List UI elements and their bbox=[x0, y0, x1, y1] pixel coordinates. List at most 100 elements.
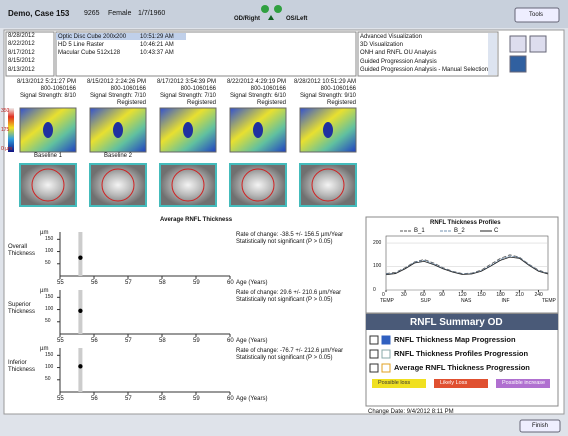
save-icon[interactable] bbox=[509, 55, 527, 73]
x-tick-label: 56 bbox=[91, 338, 98, 344]
exam-id: 800-1060166 bbox=[320, 86, 356, 92]
scan-name: Macular Cube 512x128 bbox=[58, 50, 121, 56]
checkbox[interactable] bbox=[369, 363, 379, 373]
scan-circle bbox=[311, 168, 345, 202]
exam-id: 800-1060166 bbox=[40, 86, 76, 92]
fundus-frame bbox=[19, 163, 77, 207]
exam-date: 8/22/2012 bbox=[8, 41, 35, 48]
baseline-label: Baseline 1 bbox=[34, 153, 63, 159]
item-icon bbox=[381, 335, 391, 345]
y-unit: µm bbox=[40, 288, 49, 294]
color-scale bbox=[8, 108, 14, 152]
legend-label: B_1 bbox=[414, 228, 425, 234]
summary-item: Average RNFL Thickness Progression bbox=[394, 363, 530, 372]
x-tick-label: 240 bbox=[534, 292, 543, 298]
y-tick-label: 0 bbox=[373, 286, 376, 293]
y-tick-label: 50 bbox=[45, 376, 51, 383]
y-unit: µm bbox=[40, 346, 49, 352]
y-tick-label: 100 bbox=[45, 306, 54, 313]
exam-datetime: 8/22/2012 4:29:19 PM bbox=[226, 79, 286, 85]
checkbox[interactable] bbox=[369, 335, 379, 345]
profile-box bbox=[365, 216, 559, 314]
legend-label: C bbox=[494, 228, 499, 234]
analysis-item: 3D Visualization bbox=[360, 42, 403, 49]
x-tick-label: 30 bbox=[401, 292, 407, 298]
y-tick-label: 100 bbox=[373, 263, 382, 270]
x-tick-label: 58 bbox=[159, 338, 166, 344]
exam-date: 8/28/2012 bbox=[8, 33, 35, 39]
os-indicator[interactable] bbox=[274, 5, 282, 13]
exam-id: 800-1060166 bbox=[110, 86, 146, 92]
finish-label[interactable]: Finish bbox=[532, 423, 549, 429]
analysis-list[interactable] bbox=[357, 31, 499, 77]
region-label: SUP bbox=[420, 298, 431, 304]
scan-circle bbox=[171, 168, 205, 202]
rate-of-change: Rate of change: -38.5 +/- 156.5 µm/Year bbox=[236, 232, 344, 238]
exam-datetime: 8/13/2012 5:21:27 PM bbox=[16, 79, 76, 85]
x-tick-label: 60 bbox=[227, 280, 234, 286]
analysis-item: Guided Progression Analysis - Manual Sel… bbox=[360, 66, 489, 73]
exam-id: 800-1060166 bbox=[180, 86, 216, 92]
scrollbar[interactable] bbox=[488, 33, 497, 75]
legend-label: Possible loss bbox=[378, 380, 411, 386]
finish-button[interactable] bbox=[519, 419, 561, 433]
scale-label: 0 µm bbox=[1, 146, 13, 152]
y-tick-label: 150 bbox=[45, 293, 54, 300]
exam-band bbox=[78, 232, 83, 276]
od-label[interactable]: OD/Right bbox=[234, 16, 260, 22]
optic-disc bbox=[253, 122, 263, 138]
legend-label: Likely Loss bbox=[440, 380, 468, 386]
exam-status: Registered bbox=[326, 100, 356, 106]
checkbox[interactable] bbox=[369, 349, 379, 359]
item-icon bbox=[381, 349, 391, 359]
x-tick-label: 59 bbox=[193, 396, 200, 402]
scale-label: 175 bbox=[1, 127, 10, 133]
region-label: INF bbox=[501, 298, 510, 304]
tools-label[interactable]: Tools bbox=[529, 12, 544, 18]
y-tick-label: 100 bbox=[45, 364, 54, 371]
y-tick-label: 150 bbox=[45, 351, 54, 358]
x-tick-label: 58 bbox=[159, 396, 166, 402]
baseline-label: Baseline 2 bbox=[104, 153, 133, 159]
item-icon bbox=[381, 363, 391, 373]
x-tick-label: 58 bbox=[159, 280, 166, 286]
summary-item: RNFL Thickness Map Progression bbox=[394, 335, 516, 344]
os-label[interactable]: OS/Left bbox=[286, 16, 308, 22]
od-indicator[interactable] bbox=[261, 5, 269, 13]
exam-id: 800-1060166 bbox=[250, 86, 286, 92]
x-tick-label: 57 bbox=[125, 396, 132, 402]
eye-arrow bbox=[268, 15, 274, 20]
scan-name: HD 5 Line Raster bbox=[58, 42, 105, 48]
scan-time: 10:43:37 AM bbox=[140, 50, 174, 56]
significance: Statistically not significant (P > 0.05) bbox=[236, 239, 333, 245]
print-icon[interactable] bbox=[509, 35, 527, 53]
profile-line bbox=[385, 256, 549, 276]
scan-circle bbox=[241, 168, 275, 202]
legend-label: Possible increase bbox=[502, 380, 546, 386]
x-tick-label: 57 bbox=[125, 338, 132, 344]
significance: Statistically not significant (P > 0.05) bbox=[236, 355, 333, 361]
settings-icon[interactable] bbox=[529, 35, 547, 53]
exam-status: Registered bbox=[116, 100, 146, 106]
fundus-frame bbox=[229, 163, 287, 207]
y-tick-label: 200 bbox=[373, 239, 382, 246]
change-date: Change Date: 9/4/2012 8:11 PM bbox=[368, 409, 454, 415]
y-tick-label: 50 bbox=[45, 260, 51, 267]
x-label: Age (Years) bbox=[236, 396, 268, 402]
x-tick-label: 120 bbox=[458, 292, 467, 298]
scan-circle bbox=[31, 168, 65, 202]
exam-band bbox=[78, 348, 83, 392]
exam-datetime: 8/15/2012 2:24:26 PM bbox=[86, 79, 146, 85]
exam-status: Registered bbox=[186, 100, 216, 106]
exam-signal: Signal Strength: 8/10 bbox=[19, 93, 76, 99]
fundus-frame bbox=[299, 163, 357, 207]
summary-header bbox=[366, 314, 558, 330]
x-tick-label: 55 bbox=[57, 396, 64, 402]
tools-button[interactable] bbox=[514, 7, 560, 23]
patient-dob: 1/7/1960 bbox=[138, 10, 166, 17]
legend-label: B_2 bbox=[454, 228, 465, 234]
title-bar bbox=[0, 0, 568, 28]
scan-circle bbox=[101, 168, 135, 202]
